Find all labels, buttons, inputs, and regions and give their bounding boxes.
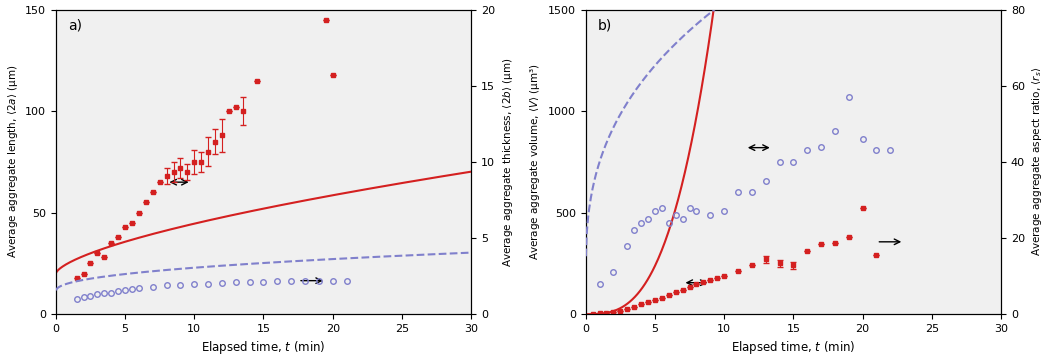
X-axis label: Elapsed time, $t$ (min): Elapsed time, $t$ (min) — [731, 340, 856, 357]
Y-axis label: Average aggregate thickness, $\langle 2b \rangle$ (μm): Average aggregate thickness, $\langle 2b… — [501, 57, 514, 266]
Y-axis label: Average aggregate length, $\langle 2a \rangle$ (μm): Average aggregate length, $\langle 2a \r… — [5, 65, 20, 258]
X-axis label: Elapsed time, $t$ (min): Elapsed time, $t$ (min) — [202, 340, 326, 357]
Text: b): b) — [598, 19, 612, 33]
Y-axis label: Average aggregate aspect ratio, $\langle r_s \rangle$: Average aggregate aspect ratio, $\langle… — [1030, 67, 1045, 256]
Text: a): a) — [68, 19, 82, 33]
Y-axis label: Average aggregate volume, $\langle V \rangle$ (μm³): Average aggregate volume, $\langle V \ra… — [528, 63, 543, 260]
